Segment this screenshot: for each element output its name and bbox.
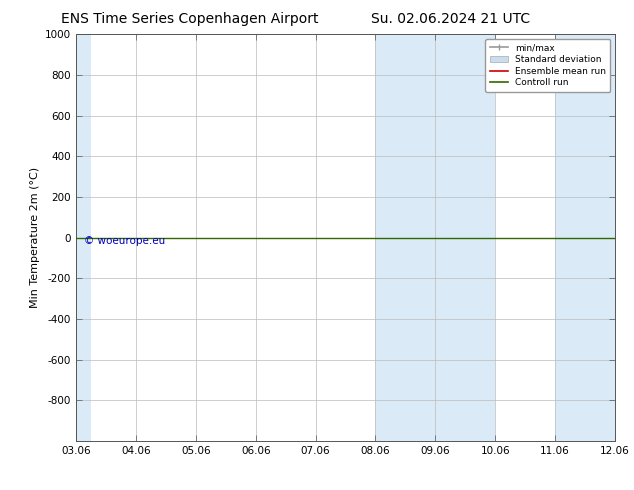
Bar	[76, 34, 91, 441]
Y-axis label: Min Temperature 2m (°C): Min Temperature 2m (°C)	[30, 167, 39, 308]
Text: Su. 02.06.2024 21 UTC: Su. 02.06.2024 21 UTC	[371, 12, 529, 26]
Text: © woeurope.eu: © woeurope.eu	[84, 236, 165, 245]
Bar	[555, 34, 634, 441]
Text: ENS Time Series Copenhagen Airport: ENS Time Series Copenhagen Airport	[61, 12, 319, 26]
Bar	[375, 34, 495, 441]
Legend: min/max, Standard deviation, Ensemble mean run, Controll run: min/max, Standard deviation, Ensemble me…	[485, 39, 611, 92]
